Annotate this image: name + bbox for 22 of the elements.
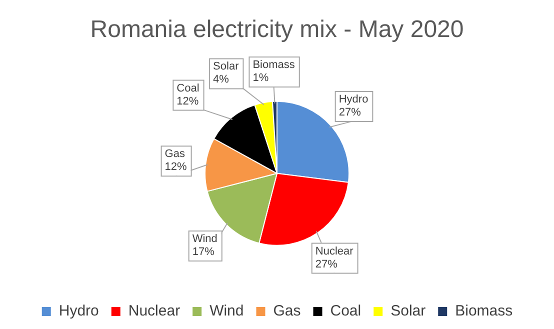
- data-label: 1%: [252, 72, 269, 84]
- data-label: 17%: [192, 246, 215, 258]
- slice-label: Nuclear: [315, 245, 354, 258]
- slice-label: Biomass: [252, 58, 296, 71]
- slice-label: Solar: [213, 60, 240, 73]
- data-label: 27%: [315, 258, 338, 270]
- data-label: 27%: [338, 106, 362, 118]
- slice-label: Hydro: [338, 93, 368, 106]
- data-label: 12%: [176, 95, 199, 108]
- legend-label: Wind: [210, 302, 244, 320]
- data-label: 4%: [213, 74, 230, 86]
- legend-label: Coal: [330, 302, 362, 320]
- legend-label: Biomass: [455, 302, 513, 320]
- legend-label: Gas: [273, 302, 301, 320]
- slice-label: Coal: [176, 82, 200, 94]
- legend-label: Nuclear: [128, 302, 180, 320]
- legend-label: Hydro: [58, 302, 99, 320]
- chart-title: Romania electricity mix - May 2020: [90, 16, 464, 44]
- legend-label: Solar: [390, 302, 426, 320]
- slice-label: Gas: [164, 148, 186, 160]
- slice-label: Wind: [192, 233, 218, 246]
- data-label: 12%: [164, 161, 188, 174]
